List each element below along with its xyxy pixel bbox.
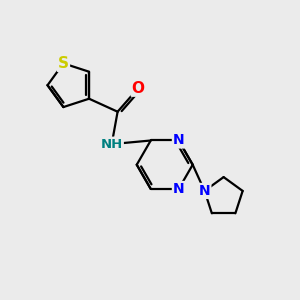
- Text: O: O: [132, 81, 145, 96]
- Text: N: N: [173, 134, 184, 148]
- Text: N: N: [173, 182, 184, 196]
- Text: NH: NH: [100, 138, 123, 151]
- Text: S: S: [58, 56, 69, 71]
- Text: N: N: [199, 184, 210, 198]
